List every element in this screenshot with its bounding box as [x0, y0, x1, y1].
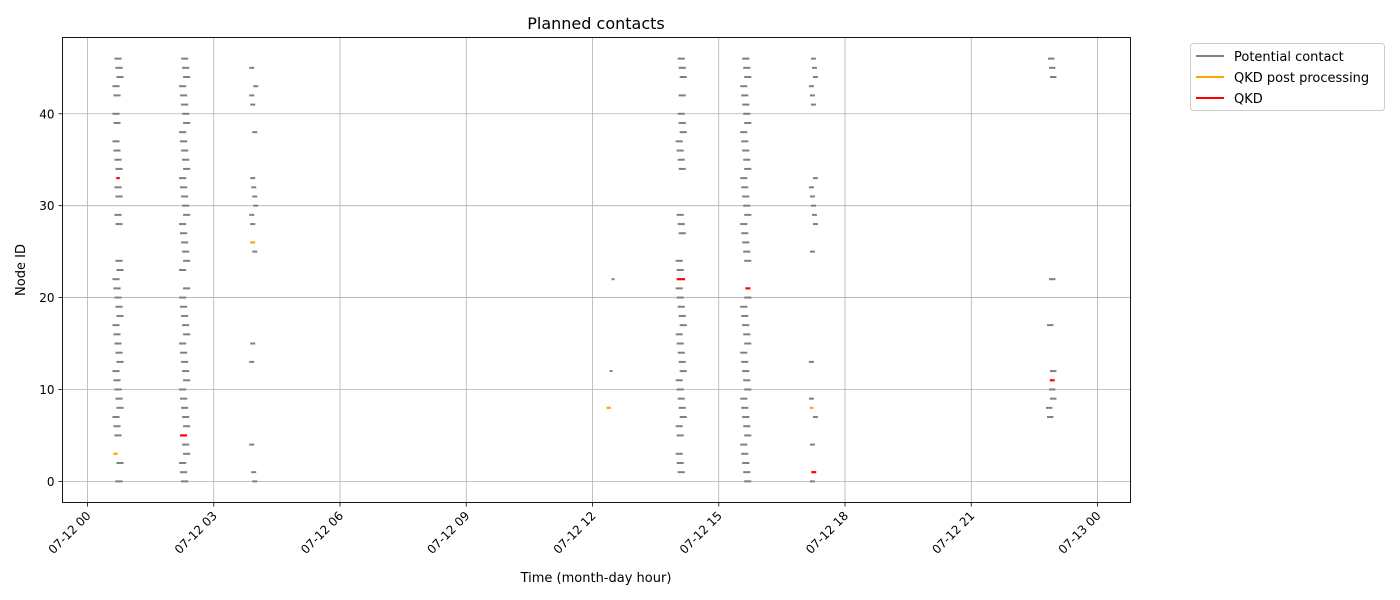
y-axis: 0 10 20 30 40 — [39, 107, 63, 489]
series-layer — [112, 57, 1057, 483]
x-tick-label: 07-13 00 — [1056, 509, 1104, 557]
chart-title: Planned contacts — [527, 14, 664, 33]
y-tick-label: 0 — [47, 475, 55, 489]
y-tick-label: 40 — [39, 107, 54, 121]
x-tick-label: 07-12 15 — [677, 509, 725, 557]
x-axis: 07-12 00 07-12 03 07-12 06 07-12 09 07-12 12… — [46, 502, 1104, 557]
legend-label: QKD — [1234, 92, 1263, 107]
legend: Potential contact QKD post processing QKD — [1190, 43, 1385, 111]
series-qkd — [116, 177, 1055, 474]
legend-label: Potential contact — [1234, 50, 1344, 65]
x-tick-label: 07-12 06 — [298, 509, 346, 557]
plot-frame — [62, 37, 1131, 503]
x-tick-label: 07-12 03 — [172, 509, 220, 557]
y-tick-label: 30 — [39, 199, 54, 213]
x-axis-label: Time (month-day hour) — [520, 571, 672, 586]
x-tick-label: 07-12 21 — [929, 509, 977, 557]
legend-label: QKD post processing — [1234, 71, 1369, 86]
x-tick-label: 07-12 09 — [424, 509, 472, 557]
x-tick-label: 07-12 18 — [803, 509, 851, 557]
x-tick-label: 07-12 00 — [46, 509, 94, 557]
series-qkd-post-processing — [113, 241, 814, 455]
y-tick-label: 10 — [39, 383, 54, 397]
y-axis-label: Node ID — [14, 244, 29, 296]
series-potential-contact — [112, 57, 1057, 483]
x-tick-label: 07-12 12 — [551, 509, 599, 557]
y-tick-label: 20 — [39, 291, 54, 305]
legend-box — [1190, 43, 1385, 111]
grid-layer — [62, 37, 1131, 503]
